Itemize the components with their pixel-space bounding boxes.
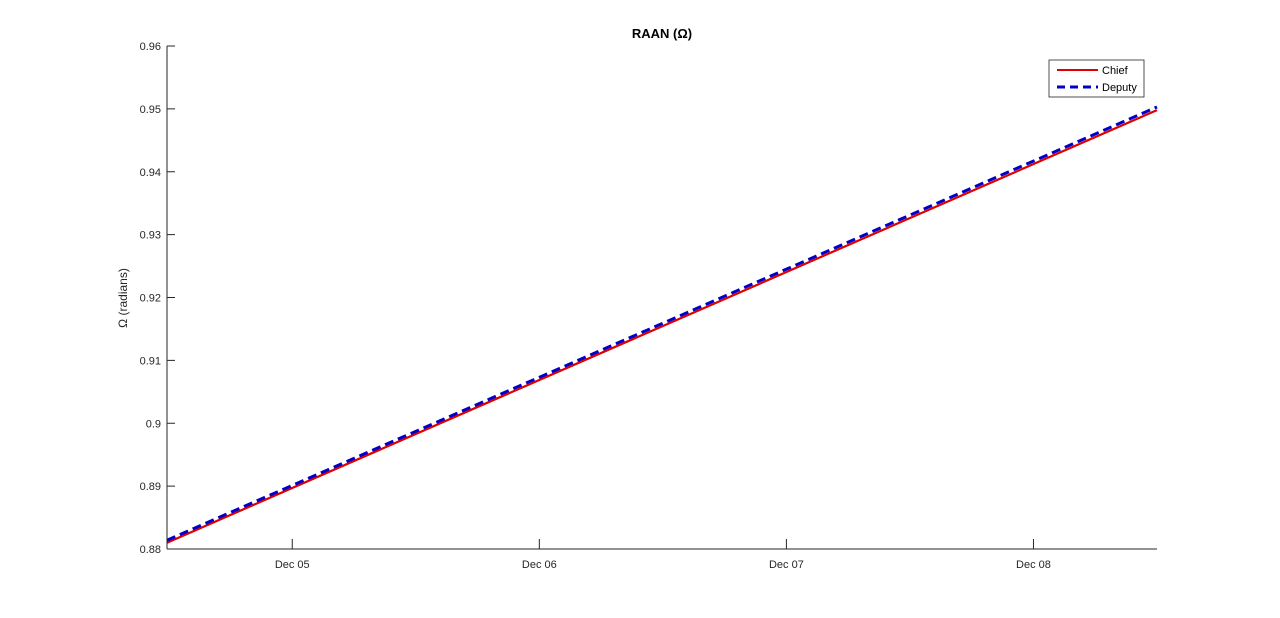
y-tick-label: 0.94 xyxy=(140,167,161,179)
series-layer xyxy=(166,105,1158,544)
x-ticks: Dec 05 Dec 06 Dec 07 Dec 08 xyxy=(275,539,1051,571)
x-tick-label: Dec 08 xyxy=(1016,559,1051,571)
y-tick-label: 0.91 xyxy=(140,355,161,367)
series-line-chief xyxy=(166,109,1158,544)
legend-box xyxy=(1048,59,1145,98)
chart-title: RAAN (Ω) xyxy=(632,26,692,41)
y-tick-label: 0.93 xyxy=(140,230,161,242)
plot-area xyxy=(167,46,1157,549)
y-tick-label: 0.96 xyxy=(140,41,161,53)
series-line-deputy xyxy=(166,105,1158,542)
y-tick-label: 0.88 xyxy=(140,544,161,556)
x-tick-label: Dec 06 xyxy=(522,559,557,571)
y-axis-label: Ω (radians) xyxy=(116,268,130,328)
y-tick-label: 0.95 xyxy=(140,104,161,116)
legend-label-chief: Chief xyxy=(1102,65,1129,77)
legend-label-deputy: Deputy xyxy=(1102,82,1137,94)
legend: Chief Deputy xyxy=(1048,59,1145,98)
x-tick-label: Dec 05 xyxy=(275,559,310,571)
x-tick-label: Dec 07 xyxy=(769,559,804,571)
y-tick-label: 0.89 xyxy=(140,481,161,493)
y-tick-label: 0.9 xyxy=(146,418,161,430)
y-tick-label: 0.92 xyxy=(140,293,161,305)
y-ticks: 0.88 0.89 0.9 0.91 0.92 0.93 0.94 0.95 0.96 xyxy=(140,41,175,556)
